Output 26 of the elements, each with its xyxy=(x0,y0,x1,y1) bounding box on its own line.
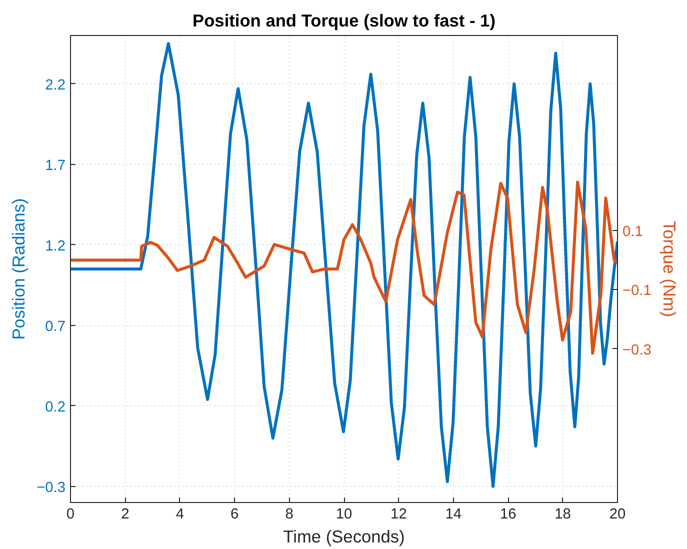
x-tick-label: 20 xyxy=(609,506,626,522)
y-tick-label: 0.7 xyxy=(45,318,66,335)
x-axis-title: Time (Seconds) xyxy=(283,526,405,546)
y2-tick-label: −0.3 xyxy=(622,342,652,358)
x-tick-label: 8 xyxy=(285,506,294,522)
x-tick-label: 2 xyxy=(121,506,130,522)
x-tick-label: 6 xyxy=(230,506,239,522)
y-tick-label: −0.3 xyxy=(36,480,66,496)
y-tick-label: 1.7 xyxy=(45,158,66,174)
y-axis-title: Position (Radians) xyxy=(8,198,29,340)
y-tick-label: 2.2 xyxy=(45,77,66,94)
chart-title: Position and Torque (slow to fast - 1) xyxy=(192,10,496,30)
y-tick-label: 1.2 xyxy=(45,238,66,254)
x-tick-label: 10 xyxy=(336,506,352,522)
x-tick-label: 4 xyxy=(176,506,184,522)
x-tick-label: 14 xyxy=(445,506,462,522)
x-tick-label: 12 xyxy=(390,506,407,522)
x-tick-label: 16 xyxy=(500,506,516,522)
y-tick-label: 0.2 xyxy=(45,399,66,416)
y2-tick-label: 0.1 xyxy=(622,224,643,240)
line-series xyxy=(70,42,618,488)
y2-axis-title: Torque (Nm) xyxy=(659,220,680,318)
x-tick-label: 18 xyxy=(554,506,571,522)
line-series xyxy=(70,180,618,355)
x-tick-label: 0 xyxy=(66,506,75,522)
y2-tick-label: −0.1 xyxy=(622,283,652,300)
